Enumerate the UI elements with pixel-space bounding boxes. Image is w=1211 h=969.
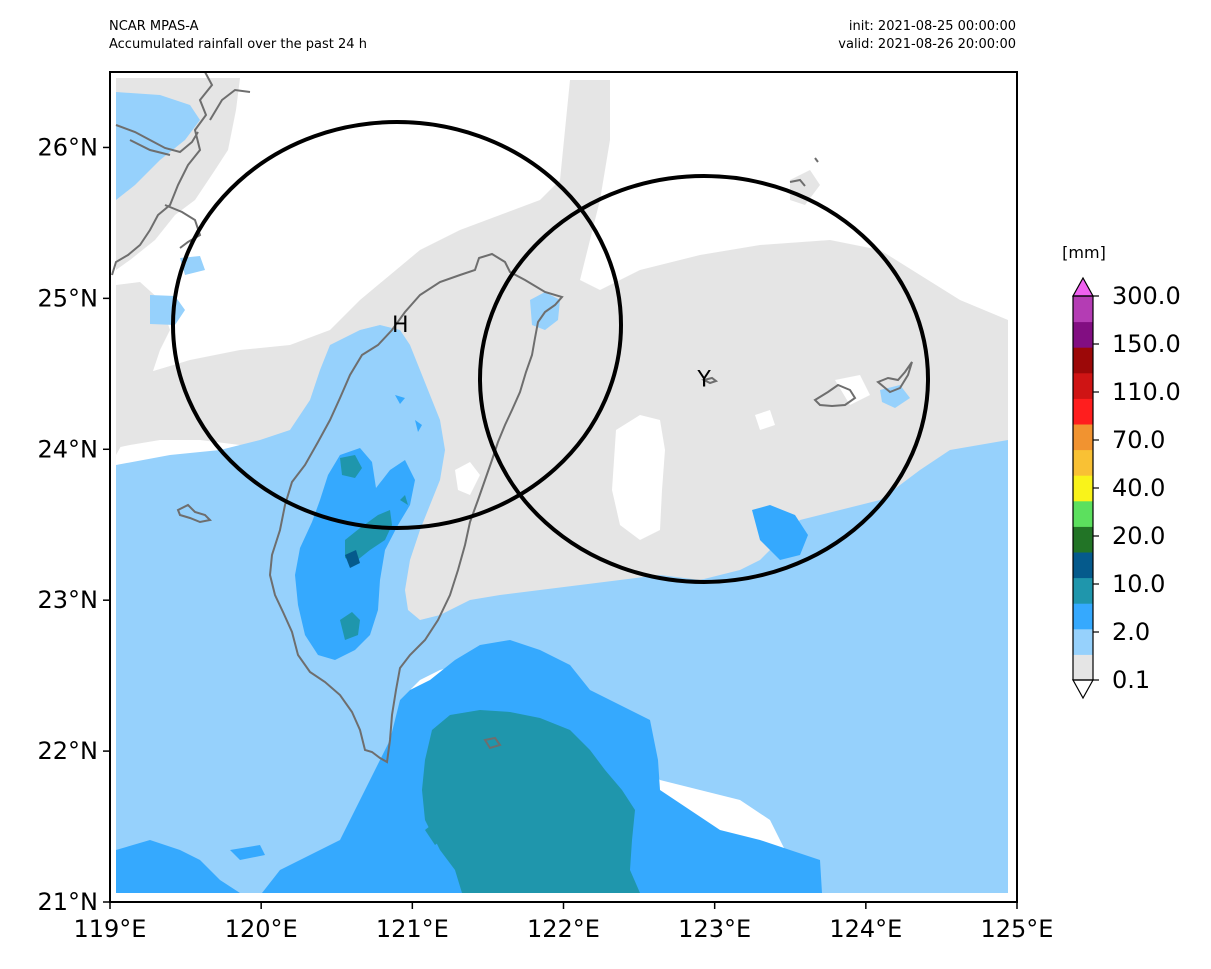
colorbar-segment	[1073, 603, 1093, 630]
rainfall-field	[110, 72, 1017, 902]
station-markers: H Y	[392, 313, 711, 392]
y-tick-label: 24°N	[38, 435, 99, 463]
colorbar-segment	[1073, 526, 1093, 553]
northern-islets	[789, 157, 819, 187]
init-time: init: 2021-08-25 00:00:00	[848, 19, 1016, 34]
circle-y	[478, 174, 930, 584]
field-name: Accumulated rainfall over the past 24 h	[109, 37, 367, 52]
colorbar-tick-label: 300.0	[1112, 282, 1181, 310]
x-tick-label: 122°E	[527, 915, 600, 943]
circle-h	[171, 120, 623, 530]
colorbar-segment	[1073, 449, 1093, 476]
colorbar-segment	[1073, 398, 1093, 425]
colorbar-unit: [mm]	[1062, 243, 1106, 262]
y-tick-label: 21°N	[38, 888, 99, 916]
colorbar-tick-label: 40.0	[1112, 474, 1165, 502]
colorbar-tick-label: 110.0	[1112, 378, 1181, 406]
valid-time: valid: 2021-08-26 20:00:00	[838, 37, 1016, 52]
x-tick-label: 121°E	[376, 915, 449, 943]
x-tick-label: 125°E	[981, 915, 1054, 943]
colorbar-tick-label: 0.1	[1112, 666, 1150, 694]
rain-contour-dry	[455, 375, 870, 540]
x-tick-label: 124°E	[829, 915, 902, 943]
colorbar-segment	[1073, 475, 1093, 502]
rain-contour-40	[345, 550, 360, 568]
x-tick-label: 119°E	[74, 915, 147, 943]
colorbar-segment	[1073, 552, 1093, 579]
colorbar-max-extend	[1071, 276, 1095, 297]
y-tick-label: 22°N	[38, 737, 99, 765]
coastlines	[111, 72, 913, 764]
colorbar-tick-label: 70.0	[1112, 426, 1165, 454]
colorbar-segment	[1073, 628, 1093, 655]
china-coastline	[111, 72, 251, 276]
colorbar-segment	[1073, 424, 1093, 451]
title-right: init: 2021-08-25 00:00:00 valid: 2021-08…	[838, 18, 1016, 54]
marker-y: Y	[696, 367, 711, 392]
x-tick-label: 123°E	[678, 915, 751, 943]
y-tick-label: 25°N	[38, 284, 99, 312]
rain-contour-10	[116, 395, 822, 893]
colorbar-segment	[1073, 296, 1093, 323]
colorbar-segment	[1073, 654, 1093, 681]
taiwan-coastline	[268, 252, 564, 764]
y-tick-label: 23°N	[38, 586, 99, 614]
green-island-coastline	[483, 736, 502, 750]
colorbar-tick-label: 150.0	[1112, 330, 1181, 358]
colorbar-min-extend	[1071, 679, 1095, 700]
penghu-coastline	[176, 503, 213, 524]
colorbar-segment	[1073, 321, 1093, 348]
colorbar-tick-label: 20.0	[1112, 522, 1165, 550]
x-axis: 119°E 120°E 121°E 122°E 123°E 124°E 125°E	[74, 902, 1054, 943]
colorbar-segment	[1073, 577, 1093, 604]
rain-contour-2	[116, 92, 1008, 893]
colorbar-tick-label: 10.0	[1112, 570, 1165, 598]
model-name: NCAR MPAS-A	[109, 19, 199, 34]
colorbar-segment	[1073, 372, 1093, 399]
marker-h: H	[392, 313, 409, 338]
colorbar: [mm] 0.1 2.0 10.0 20.0 40.0 70.0 110.0 150.0 300…	[1062, 243, 1181, 700]
radius-circles	[171, 120, 930, 584]
y-tick-label: 26°N	[38, 133, 99, 161]
iriomote-coastline	[876, 361, 913, 394]
colorbar-tick-label: 2.0	[1112, 618, 1150, 646]
x-tick-label: 120°E	[225, 915, 298, 943]
rain-contour-20	[340, 455, 640, 893]
yaeyama-coastline	[813, 383, 857, 408]
colorbar-segment	[1073, 500, 1093, 527]
colorbar-segment	[1073, 347, 1093, 374]
y-axis: 21°N 22°N 23°N 24°N 25°N 26°N	[38, 133, 110, 916]
title-left: NCAR MPAS-A Accumulated rainfall over th…	[109, 18, 367, 54]
yonaguni-coastline	[701, 376, 719, 385]
